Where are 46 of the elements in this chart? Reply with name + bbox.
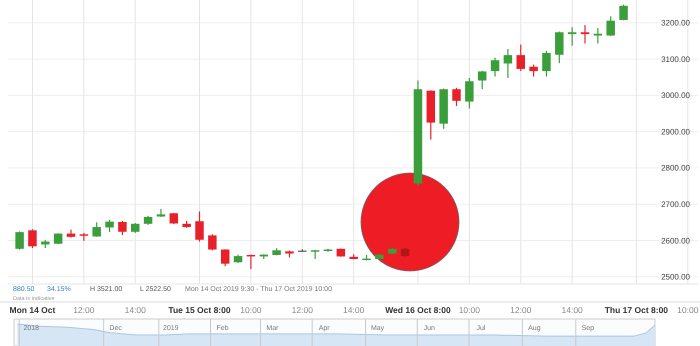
y-tick-label: 3200.00	[661, 18, 691, 28]
candlestick	[195, 210, 204, 242]
x-tick-label: 14:00	[343, 305, 365, 315]
y-tick-label: 2900.00	[661, 127, 691, 136]
x-tick-label: 12:00	[73, 305, 95, 315]
y-tick-label: 2600.00	[661, 236, 691, 246]
y-tick-label: 3100.00	[661, 54, 691, 64]
x-tick-label: 10:00	[677, 305, 699, 315]
x-tick-label: Thu 17 Oct 8:00	[604, 305, 668, 315]
candlestick	[54, 232, 62, 245]
candlestick	[208, 234, 217, 251]
candlestick	[15, 230, 24, 250]
x-tick-label: Mon 14 Oct	[10, 305, 56, 315]
candlestick	[555, 30, 564, 64]
candlestick	[170, 212, 178, 225]
candlestick	[594, 27, 602, 44]
candlestick	[606, 16, 615, 37]
candlestick	[619, 4, 628, 21]
candlestick	[118, 220, 127, 236]
candlestick	[452, 87, 461, 107]
x-tick-label: Tue 15 Oct 8:00	[168, 305, 231, 315]
candlestick	[92, 222, 101, 238]
y-tick-label: 2800.00	[661, 164, 691, 173]
candlestick	[529, 64, 538, 78]
x-tick-label: 10:00	[458, 305, 480, 315]
x-tick-label: 14:00	[124, 305, 146, 315]
candlestick	[144, 215, 152, 226]
x-tick-label: 12:00	[510, 305, 532, 315]
candlestick	[465, 77, 474, 110]
candlestick	[504, 48, 512, 79]
y-tick-label: 2500.00	[661, 272, 691, 282]
candlestick	[516, 44, 525, 72]
y-tick-label: 2700.00	[661, 200, 691, 210]
x-tick-label: 10:00	[240, 305, 262, 315]
candlestick	[131, 222, 140, 234]
candlestick	[246, 254, 256, 270]
candlestick	[478, 70, 486, 90]
candlestick	[220, 248, 230, 267]
candlestick	[490, 57, 500, 78]
y-tick-label: 3000.00	[661, 91, 691, 100]
candlestick	[542, 50, 551, 78]
candlestick	[28, 228, 37, 249]
x-tick-label: 12:00	[292, 305, 314, 315]
candlestick	[105, 219, 114, 233]
x-tick-label: 14:00	[562, 305, 584, 315]
x-tick-label: Wed 16 Oct 8:00	[385, 305, 451, 315]
